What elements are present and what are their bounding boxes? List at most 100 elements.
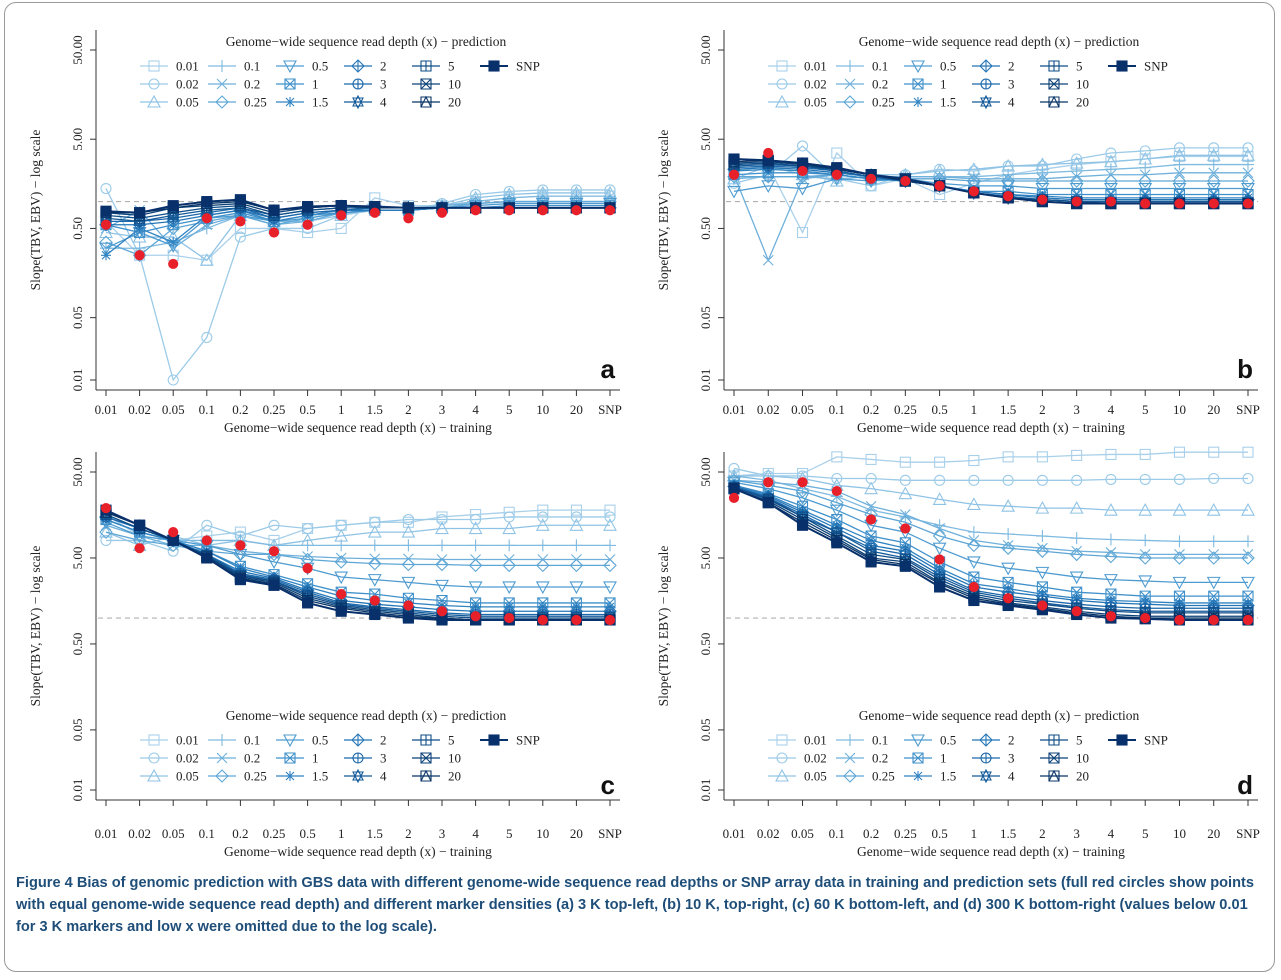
data-point [728, 153, 740, 165]
x-tick-label: 10 [1173, 402, 1186, 417]
y-tick-label: 0.01 [698, 369, 713, 392]
equal-depth-point [235, 216, 246, 227]
legend-label: 0.1 [872, 59, 888, 74]
legend-title: Genome−wide sequence read depth (x) − pr… [226, 708, 507, 723]
equal-depth-point [900, 175, 911, 187]
x-axis-label: Genome−wide sequence read depth (x) − tr… [857, 420, 1125, 435]
data-point [864, 481, 878, 495]
data-point [1242, 472, 1254, 485]
data-point [967, 538, 981, 553]
equal-depth-point [268, 546, 280, 557]
series-line [733, 479, 1248, 559]
legend-label: 20 [1076, 95, 1089, 110]
data-point [1206, 502, 1221, 516]
data-point [1138, 174, 1152, 188]
legend-label: 3 [1008, 77, 1015, 92]
data-point [603, 558, 617, 573]
equal-depth-point [1105, 611, 1117, 622]
series-line [105, 524, 610, 561]
legend-marker [980, 768, 992, 784]
data-point [537, 511, 549, 523]
x-tick-label: 0.5 [299, 402, 315, 417]
x-tick-label: 20 [570, 402, 583, 417]
y-tick-label: 50.00 [698, 35, 713, 64]
x-tick-label: 10 [1173, 826, 1186, 841]
data-point [1071, 449, 1083, 461]
data-point [436, 614, 448, 626]
equal-depth-point [268, 227, 280, 238]
data-point [968, 594, 980, 607]
equal-depth-point [504, 205, 515, 216]
data-point [201, 331, 213, 343]
data-point [1139, 448, 1151, 461]
data-point [968, 173, 980, 185]
legend-marker [148, 60, 160, 72]
data-point [570, 511, 582, 523]
data-point [831, 537, 843, 549]
data-point [1105, 473, 1117, 485]
data-point [502, 581, 517, 595]
data-point [1001, 499, 1016, 512]
legend-marker [979, 59, 993, 73]
legend-marker [776, 752, 788, 764]
data-point [201, 552, 213, 564]
equal-depth-point [537, 614, 548, 626]
data-point [1242, 158, 1254, 171]
legend-label: 1.5 [940, 95, 956, 110]
x-tick-label: 0.02 [757, 402, 780, 417]
equal-depth-point [728, 169, 740, 180]
equal-depth-point [134, 543, 145, 554]
data-point [796, 519, 809, 531]
x-tick-label: 1.5 [367, 402, 383, 417]
data-point [966, 497, 981, 510]
legend-marker [844, 734, 856, 746]
series-line [733, 488, 1248, 617]
data-point [1036, 530, 1049, 543]
legend-label: 0.5 [312, 59, 328, 74]
legend-marker [775, 768, 789, 782]
equal-depth-point [934, 180, 945, 191]
legend-label: SNP [516, 733, 540, 748]
legend-marker [148, 734, 160, 746]
legend-label: 4 [380, 769, 387, 784]
data-point [369, 516, 381, 528]
legend-label: 5 [1076, 733, 1083, 748]
legend-label: SNP [1144, 59, 1168, 74]
legend-marker [913, 771, 923, 781]
legend-label: 10 [448, 77, 461, 92]
data-point [134, 207, 146, 219]
x-tick-label: 3 [1073, 402, 1080, 417]
y-tick-label: 50.00 [70, 35, 85, 64]
legend-marker [913, 97, 923, 107]
x-tick-label: 0.5 [931, 402, 947, 417]
data-point [1069, 547, 1084, 562]
legend-marker [352, 94, 364, 110]
data-point [1001, 174, 1015, 188]
series-line [105, 524, 610, 547]
data-point [401, 557, 416, 572]
equal-depth-point [1105, 196, 1117, 207]
legend-label: 0.25 [244, 95, 267, 110]
panel-letter: c [601, 770, 615, 800]
legend-marker [420, 60, 432, 72]
legend-marker [216, 734, 228, 746]
legend-marker [1048, 752, 1060, 764]
panel-b: 0.01 0.05 0.50 5.00 50.00 0.01 0.02 0.05 0.1 0.2 0… [656, 30, 1260, 435]
data-point [1208, 142, 1220, 154]
data-point [899, 474, 911, 486]
data-point [968, 474, 980, 486]
x-tick-label: 1.5 [1000, 402, 1016, 417]
series-line [733, 163, 1248, 180]
series-line [105, 516, 610, 612]
equal-depth-point [728, 492, 740, 503]
series-line [105, 511, 610, 621]
legend-label: 0.05 [804, 95, 827, 110]
legend-label: 3 [380, 77, 387, 92]
series-line [733, 172, 1248, 196]
equal-depth-point [201, 535, 212, 546]
data-point [1037, 173, 1048, 185]
x-tick-label: 5 [1142, 826, 1149, 841]
legend-marker [1048, 734, 1060, 746]
legend-marker [1048, 78, 1060, 90]
data-point [402, 612, 414, 624]
